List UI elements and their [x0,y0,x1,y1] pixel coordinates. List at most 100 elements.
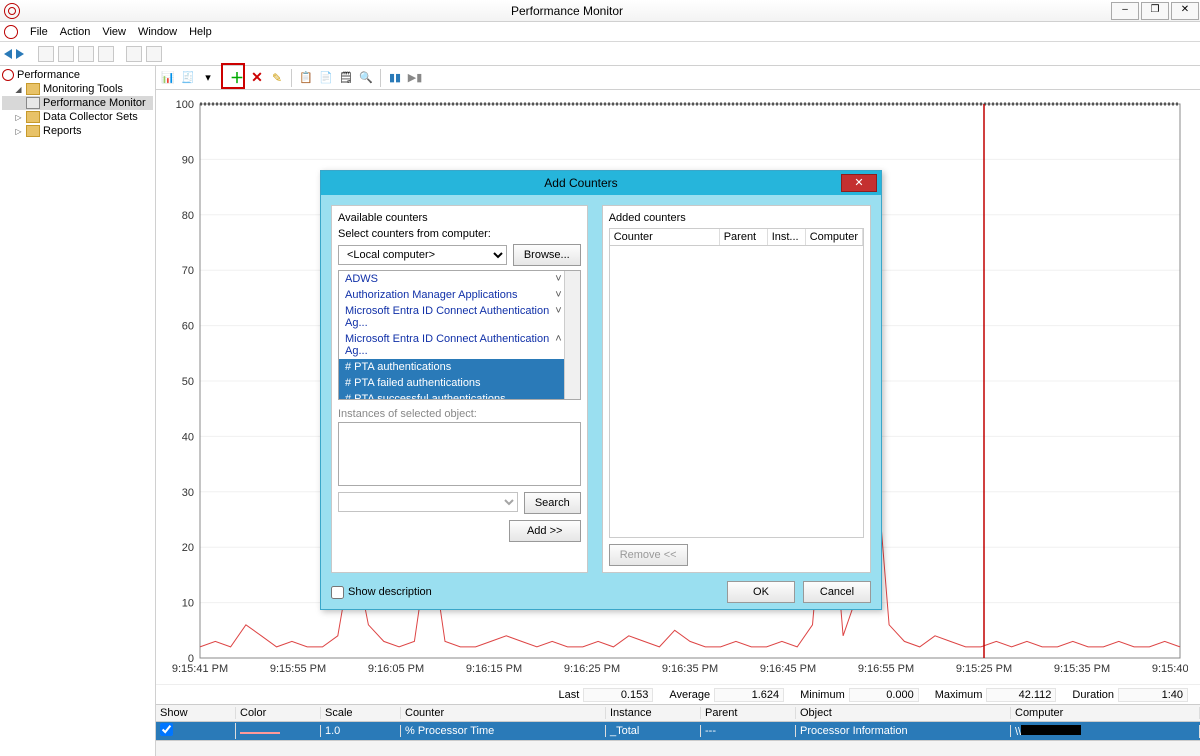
view-current-icon[interactable]: 📊 [160,70,176,86]
hdr-counter[interactable]: Counter [401,707,606,719]
window-title: Performance Monitor [24,4,1110,18]
counter-list[interactable]: ADWS˅Authorization Manager Applications˅… [338,270,581,400]
show-description-input[interactable] [331,586,344,599]
svg-text:70: 70 [182,265,194,277]
tree-data-collector-sets[interactable]: Data Collector Sets [43,111,138,123]
add-button[interactable]: Add >> [509,520,581,542]
menu-view[interactable]: View [96,26,132,38]
app-icon [4,25,18,39]
instance-search-input[interactable] [338,492,518,512]
properties-icon[interactable]: 🗒 [338,70,354,86]
svg-text:9:16:55 PM: 9:16:55 PM [858,663,914,675]
svg-text:9:16:05 PM: 9:16:05 PM [368,663,424,675]
browse-button[interactable]: Browse... [513,244,581,266]
max-label: Maximum [935,689,983,701]
paste-icon[interactable]: 📄 [318,70,334,86]
dur-label: Duration [1072,689,1114,701]
tree-performance-monitor[interactable]: Performance Monitor [43,97,146,109]
max-value: 42.112 [986,688,1056,702]
added-hdr-counter[interactable]: Counter [610,229,720,245]
monitor-icon [26,97,40,109]
expand-icon[interactable]: ▷ [14,113,23,122]
expand-icon[interactable]: ◢ [14,85,23,94]
toolbar-btn-6[interactable] [146,46,162,62]
menu-file[interactable]: File [24,26,54,38]
expand-icon[interactable]: ▷ [14,127,23,136]
view-log-icon[interactable]: 🧾 [180,70,196,86]
freeze-icon[interactable]: ▮▮ [387,70,403,86]
added-list[interactable] [609,246,864,538]
copy-icon[interactable]: 📋 [298,70,314,86]
delete-counter-button[interactable]: ✕ [249,70,265,86]
svg-text:100: 100 [176,99,194,111]
maximize-button[interactable]: ❐ [1141,2,1169,20]
instances-list[interactable] [338,422,581,486]
legend-row[interactable]: 1.0 % Processor Time _Total --- Processo… [156,722,1200,740]
counter-item[interactable]: Authorization Manager Applications˅ [339,287,580,303]
hdr-show[interactable]: Show [156,707,236,719]
counter-item[interactable]: Microsoft Entra ID Connect Authenticatio… [339,331,580,359]
search-button[interactable]: Search [524,492,581,514]
hdr-computer[interactable]: Computer [1011,707,1200,719]
counter-item[interactable]: ADWS˅ [339,271,580,287]
update-icon[interactable]: ▶▮ [407,70,423,86]
svg-text:9:16:35 PM: 9:16:35 PM [662,663,718,675]
added-hdr-computer[interactable]: Computer [806,229,863,245]
counter-item[interactable]: # PTA failed authentications [339,375,580,391]
cancel-button[interactable]: Cancel [803,581,871,603]
ok-button[interactable]: OK [727,581,795,603]
toolbar-btn-3[interactable] [78,46,94,62]
zoom-icon[interactable]: 🔍 [358,70,374,86]
counter-item[interactable]: Microsoft Entra ID Connect Authenticatio… [339,303,580,331]
folder-icon [26,111,40,123]
svg-text:60: 60 [182,321,194,333]
close-button[interactable]: ✕ [1171,2,1199,20]
highlight-button[interactable]: ✎ [269,70,285,86]
toolbar-btn-5[interactable] [126,46,142,62]
legend-scrollbar[interactable] [156,740,1200,756]
nav-tree[interactable]: Performance ◢ Monitoring Tools Performanc… [0,66,156,756]
back-button[interactable] [4,49,12,59]
svg-text:80: 80 [182,210,194,222]
hdr-color[interactable]: Color [236,707,321,719]
scrollbar[interactable] [564,271,580,399]
minimize-button[interactable]: – [1111,2,1139,20]
tree-monitoring-tools[interactable]: Monitoring Tools [43,83,123,95]
dialog-titlebar[interactable]: Add Counters ✕ [321,171,881,195]
show-checkbox[interactable] [160,723,173,736]
svg-text:20: 20 [182,542,194,554]
menu-action[interactable]: Action [54,26,97,38]
svg-text:9:15:40 PM: 9:15:40 PM [1152,663,1188,675]
added-hdr-inst[interactable]: Inst... [768,229,806,245]
svg-text:9:15:41 PM: 9:15:41 PM [172,663,228,675]
main-toolbar [0,42,1200,66]
counter-item[interactable]: # PTA authentications [339,359,580,375]
toolbar-btn-4[interactable] [98,46,114,62]
menu-help[interactable]: Help [183,26,218,38]
show-description-checkbox[interactable]: Show description [331,586,432,599]
computer-select[interactable]: <Local computer> [338,245,507,265]
add-counter-button[interactable]: ＋ [229,70,245,86]
dialog-close-button[interactable]: ✕ [841,174,877,192]
counter-item[interactable]: # PTA successful authentications [339,391,580,400]
menu-window[interactable]: Window [132,26,183,38]
stats-bar: Last 0.153 Average 1.624 Minimum 0.000 M… [156,684,1200,704]
toolbar-btn-1[interactable] [38,46,54,62]
toolbar-btn-2[interactable] [58,46,74,62]
hdr-object[interactable]: Object [796,707,1011,719]
tree-root[interactable]: Performance [17,69,80,81]
added-hdr-parent[interactable]: Parent [720,229,768,245]
avg-label: Average [669,689,710,701]
tree-reports[interactable]: Reports [43,125,82,137]
last-label: Last [559,689,580,701]
remove-button[interactable]: Remove << [609,544,688,566]
forward-button[interactable] [16,49,24,59]
instances-label: Instances of selected object: [338,408,581,420]
hdr-parent[interactable]: Parent [701,707,796,719]
hdr-scale[interactable]: Scale [321,707,401,719]
color-swatch [240,732,280,734]
hdr-instance[interactable]: Instance [606,707,701,719]
added-header: Counter Parent Inst... Computer [609,228,864,246]
chart-type-icon[interactable]: ▾ [200,70,216,86]
svg-text:10: 10 [182,598,194,610]
